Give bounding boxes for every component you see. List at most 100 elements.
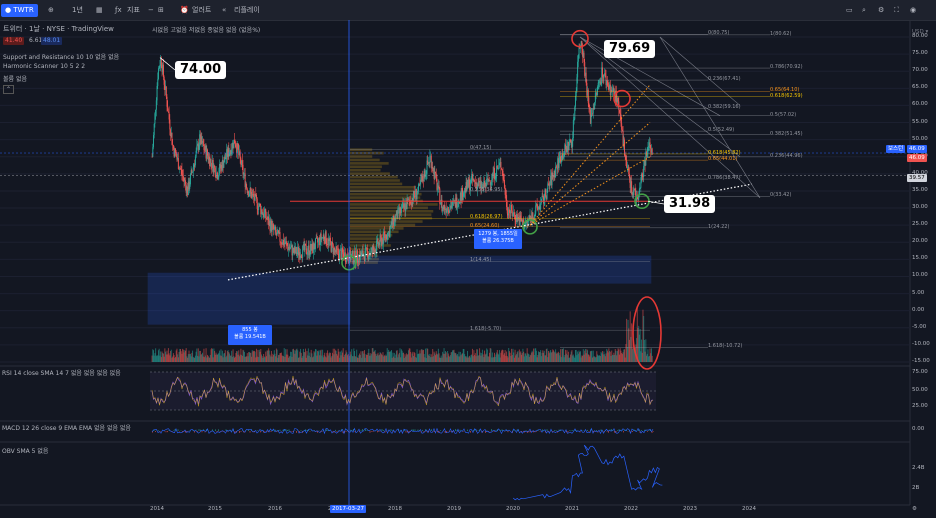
- candle-body: [555, 167, 556, 177]
- candle-body: [390, 228, 391, 237]
- candle-body: [235, 143, 236, 144]
- candle-body: [342, 248, 343, 253]
- candle-body: [639, 189, 640, 195]
- candle-body: [581, 41, 582, 49]
- macd-histogram: [365, 429, 366, 431]
- candle-body: [505, 188, 506, 195]
- y-tick-label: 15.00: [912, 255, 928, 261]
- candle-body: [618, 98, 619, 101]
- candle-body: [624, 140, 625, 156]
- fib-label: 0.786(70.92): [770, 64, 803, 70]
- volume-profile-bar: [350, 152, 384, 155]
- macd-histogram: [167, 431, 168, 432]
- x-tick-label: 2016: [268, 506, 282, 512]
- x-tick-label: 2014: [150, 506, 164, 512]
- candle-body: [576, 91, 577, 96]
- candle-body: [387, 233, 388, 240]
- candle-body: [307, 252, 308, 255]
- candle-body: [491, 180, 492, 182]
- candle-body: [435, 172, 436, 174]
- candle-body: [154, 113, 155, 123]
- macd-histogram: [632, 431, 633, 432]
- candle-body: [368, 256, 369, 259]
- candle-body: [207, 149, 208, 155]
- candle-body: [633, 190, 634, 195]
- candle-body: [530, 216, 531, 217]
- candle-body: [439, 188, 440, 204]
- candle-body: [436, 179, 437, 190]
- candle-body: [414, 191, 415, 196]
- candle-body: [586, 73, 587, 83]
- macd-histogram: [467, 430, 468, 431]
- candle-body: [218, 173, 219, 177]
- candle-body: [601, 81, 602, 84]
- y-tick-label: 35.00: [912, 187, 928, 193]
- macd-histogram: [166, 431, 167, 432]
- candle-body: [290, 247, 291, 249]
- candle-body: [625, 156, 626, 161]
- volume-profile-bar: [350, 159, 380, 162]
- candle-body: [235, 144, 236, 147]
- macd-histogram: [460, 430, 461, 431]
- candle-body: [602, 67, 603, 77]
- candle-body: [431, 156, 432, 168]
- candle-body: [343, 252, 344, 254]
- sell-button[interactable]: 41.40: [3, 37, 24, 45]
- candle-body: [538, 207, 539, 210]
- fib-label: 0.618(62.59): [770, 93, 803, 99]
- candle-body: [249, 194, 250, 196]
- candle-body: [577, 62, 578, 78]
- candle-body: [211, 159, 212, 163]
- macd-histogram: [362, 429, 363, 431]
- fib-mid-label: 1.618(-5.70): [470, 326, 501, 332]
- volume-profile-bar: [350, 148, 372, 151]
- candle-body: [318, 240, 319, 242]
- collapse-legend-button[interactable]: ⌃: [3, 85, 14, 94]
- macd-histogram: [542, 429, 543, 431]
- macd-histogram: [440, 430, 441, 431]
- macd-histogram: [179, 431, 180, 432]
- macd-histogram: [296, 431, 297, 433]
- candle-body: [619, 110, 620, 113]
- candle-body: [380, 235, 381, 237]
- candle-body: [512, 216, 513, 217]
- buy-button[interactable]: 48.01: [41, 37, 62, 45]
- candle-body: [243, 165, 244, 174]
- macd-histogram: [496, 430, 497, 431]
- candle-body: [498, 165, 499, 168]
- candle-body: [306, 246, 307, 254]
- macd-histogram: [641, 430, 642, 431]
- macd-label: MACD 12 26 close 9 EMA EMA 없음 없음 없음: [2, 423, 131, 432]
- candle-body: [169, 112, 170, 119]
- macd-histogram: [326, 429, 327, 431]
- macd-histogram: [413, 430, 414, 431]
- candle-body: [521, 219, 522, 222]
- candle-body: [322, 237, 323, 238]
- range-box-2-volume: 볼륨 26.375B: [474, 238, 522, 245]
- candle-body: [240, 151, 241, 158]
- candle-body: [166, 97, 167, 107]
- macd-histogram: [623, 431, 624, 432]
- macd-histogram: [470, 431, 471, 433]
- macd-histogram: [289, 429, 290, 431]
- candle-body: [386, 235, 387, 239]
- macd-histogram: [155, 431, 156, 432]
- candle-body: [525, 223, 526, 225]
- macd-histogram: [601, 429, 602, 431]
- fib-label: 0(80.75): [708, 30, 729, 36]
- sr-indicator-label: Support and Resistance 10 10 없음 없음: [3, 52, 119, 61]
- candle-body: [499, 163, 500, 165]
- candle-body: [242, 160, 243, 165]
- candle-body: [594, 102, 595, 108]
- macd-histogram: [502, 429, 503, 431]
- candle-body: [576, 77, 577, 91]
- candle-body: [351, 254, 352, 255]
- candle-body: [262, 209, 263, 214]
- candle-body: [266, 218, 267, 219]
- candle-body: [589, 107, 590, 110]
- axis-settings-icon[interactable]: ⚙: [912, 506, 917, 512]
- candle-body: [277, 233, 278, 236]
- macd-histogram: [346, 431, 347, 432]
- macd-histogram: [487, 430, 488, 431]
